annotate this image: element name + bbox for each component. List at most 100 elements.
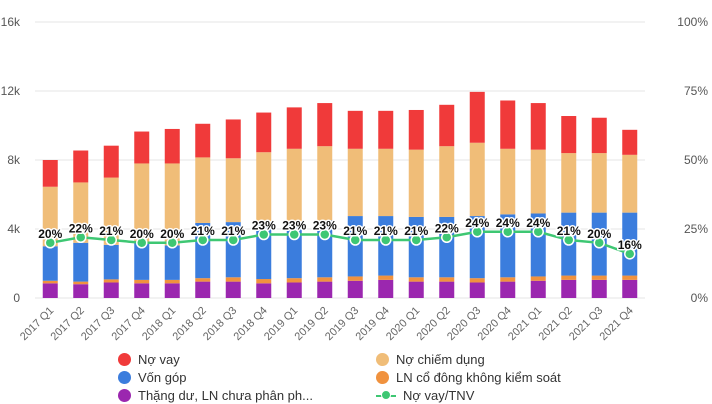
bar-segment-0 — [469, 282, 485, 298]
ratio-line — [44, 226, 636, 260]
bar-segment-4 — [439, 104, 455, 147]
bar-segment-3 — [378, 148, 394, 217]
bar-segment-1 — [439, 277, 455, 282]
bar-segment-1 — [378, 275, 394, 280]
bar-segment-3 — [134, 163, 150, 243]
bar-segment-4 — [195, 123, 211, 158]
ratio-data-label: 22% — [435, 221, 459, 235]
ratio-data-label: 20% — [130, 227, 154, 241]
bar-segment-2 — [347, 216, 363, 277]
bar-segment-4 — [317, 103, 333, 147]
ratio-point — [410, 234, 422, 246]
bar-segment-3 — [73, 182, 89, 243]
y-tick-label-left: 16k — [1, 15, 21, 29]
bar-segment-4 — [103, 145, 119, 178]
ratio-data-label: 23% — [282, 219, 306, 233]
legend-dot-marker — [376, 370, 389, 384]
bar-segment-3 — [286, 148, 302, 223]
ratio-point — [441, 231, 453, 244]
bar-segment-4 — [408, 109, 424, 150]
bar-segment-3 — [42, 186, 58, 247]
bar-segment-0 — [134, 283, 150, 298]
bar-segment-4 — [256, 112, 272, 153]
bar-segment-4 — [591, 117, 607, 154]
bar-segment-1 — [42, 280, 58, 284]
ratio-data-label: 23% — [313, 219, 337, 233]
chart-grid — [35, 21, 645, 299]
bar-segment-1 — [164, 279, 180, 284]
legend-item[interactable]: Vốn góp — [118, 369, 376, 385]
bar-segment-1 — [500, 277, 516, 282]
y-tick-label-right: 25% — [684, 222, 708, 236]
bar-segment-0 — [347, 280, 363, 298]
bar-segment-0 — [500, 281, 516, 298]
legend-dot-marker — [118, 388, 131, 402]
ratio-data-label: 21% — [99, 224, 123, 238]
y-tick-label-right: 0% — [691, 291, 709, 305]
ratio-point — [136, 237, 148, 249]
bar-segment-2 — [134, 242, 150, 280]
bar-segment-4 — [469, 91, 485, 143]
bar-segment-1 — [134, 279, 150, 284]
ratio-data-labels: 20% 22% 21% 20% 20% 21% 21% 23% 23% 23% 21% 21% 21% 2… — [37, 214, 644, 253]
bar-segment-1 — [347, 276, 363, 281]
bar-segment-0 — [164, 283, 180, 298]
y-tick-label-left: 0 — [13, 291, 20, 305]
bar-segment-0 — [408, 281, 424, 298]
bar-segment-4 — [530, 103, 546, 150]
bar-segment-1 — [469, 278, 485, 283]
y-tick-label-left: 4k — [7, 222, 21, 236]
bar-segment-3 — [439, 146, 455, 217]
ratio-data-label: 21% — [404, 224, 428, 238]
bar-segment-3 — [622, 154, 638, 213]
ratio-point — [319, 228, 331, 241]
bar-segment-4 — [134, 131, 150, 164]
legend-dot-marker — [118, 370, 131, 384]
bar-segment-0 — [225, 281, 241, 298]
ratio-data-label: 21% — [221, 224, 245, 238]
ratio-data-label: 24% — [465, 216, 489, 230]
bar-segment-3 — [591, 153, 607, 213]
ratio-data-label: 21% — [374, 224, 398, 238]
legend-label: Nợ vay — [138, 351, 180, 367]
legend: Nợ vay Nợ chiếm dụng Vốn góp LN cổ đông khô… — [118, 351, 678, 403]
bar-segment-2 — [622, 212, 638, 276]
ratio-point — [563, 234, 575, 246]
bar-segment-3 — [256, 152, 272, 224]
legend-item[interactable]: Nợ chiếm dụng — [376, 351, 636, 367]
bar-segment-4 — [500, 100, 516, 149]
bar-segment-4 — [286, 107, 302, 149]
bar-segment-1 — [195, 278, 211, 282]
ratio-point — [593, 237, 605, 249]
ratio-point — [380, 234, 392, 246]
bar-segment-1 — [225, 277, 241, 282]
bar-segment-0 — [103, 282, 119, 298]
ratio-point — [44, 237, 56, 249]
bar-segment-3 — [103, 177, 119, 245]
bar-segment-0 — [195, 281, 211, 298]
bar-segment-0 — [561, 279, 577, 298]
ratio-point — [532, 226, 544, 238]
ratio-data-label: 24% — [496, 216, 520, 230]
bar-segment-2 — [408, 216, 424, 278]
bar-segment-2 — [73, 242, 89, 282]
ratio-data-label: 21% — [557, 224, 581, 238]
bar-segment-2 — [164, 245, 180, 280]
bar-segment-2 — [439, 216, 455, 278]
bar-segment-3 — [225, 158, 241, 223]
ratio-data-label: 21% — [191, 224, 215, 238]
bar-segment-4 — [378, 110, 394, 149]
bar-segment-0 — [439, 281, 455, 298]
bar-segment-0 — [73, 284, 89, 298]
bar-segment-2 — [378, 216, 394, 276]
bar-segment-1 — [530, 276, 546, 281]
legend-item[interactable]: Nợ vay/TNV — [376, 387, 636, 403]
bar-segment-1 — [622, 275, 638, 280]
legend-item[interactable]: LN cổ đông không kiểm soát — [376, 369, 636, 385]
legend-label: Thặng dư, LN chưa phân ph... — [138, 387, 313, 403]
legend-item[interactable]: Nợ vay — [118, 351, 376, 367]
ratio-point — [166, 237, 178, 249]
legend-item[interactable]: Thặng dư, LN chưa phân ph... — [118, 387, 376, 403]
ratio-data-label: 20% — [160, 227, 184, 241]
bar-segment-1 — [256, 279, 272, 284]
